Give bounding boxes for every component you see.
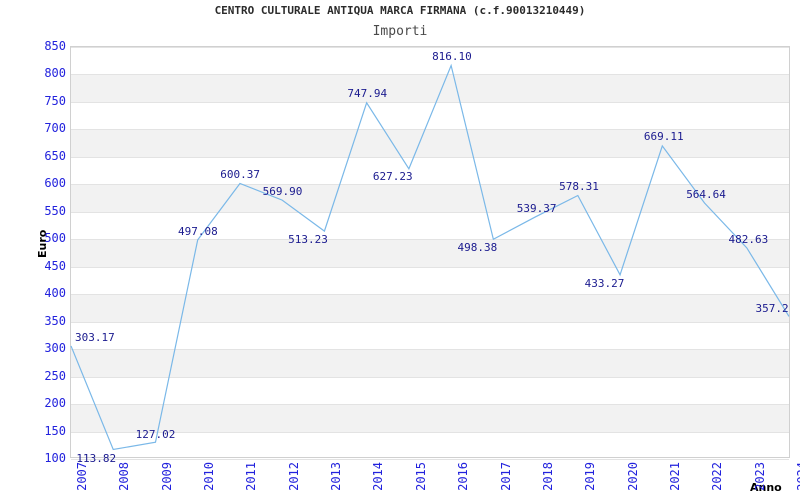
data-point-label: 600.37 (220, 168, 261, 182)
plot-area: 303.17 113.82 127.02 497.08 600.37 569.90 513.… (70, 46, 790, 465)
x-tick-label: 2023 (752, 462, 767, 491)
data-point-label: 433.27 (584, 276, 625, 290)
gridline (71, 129, 789, 130)
gridline (71, 239, 789, 240)
y-tick-label: 650 (44, 148, 66, 163)
y-tick-label: 800 (44, 66, 66, 81)
x-tick-label: 2009 (159, 462, 174, 491)
y-tick-label: 450 (44, 258, 66, 273)
gridline (71, 212, 789, 213)
data-point-label: 498.38 (457, 241, 498, 255)
data-point-label: 303.17 (75, 331, 115, 345)
x-tick-label: 2013 (329, 462, 344, 491)
background-band (71, 349, 789, 377)
y-tick-label: 600 (44, 176, 66, 191)
gridline (71, 322, 789, 323)
y-tick-label: 500 (44, 231, 66, 246)
background-band (71, 74, 789, 102)
y-tick-label: 200 (44, 396, 66, 411)
y-tick-label: 300 (44, 341, 66, 356)
x-axis-label: Anno (750, 481, 782, 494)
series-polyline (70, 63, 790, 451)
x-tick-label: 2014 (371, 462, 386, 491)
data-point-label: 669.11 (643, 130, 684, 144)
x-tick-label: 2018 (540, 462, 555, 491)
gridline (71, 267, 789, 268)
gridline (71, 294, 789, 295)
gridline (71, 349, 789, 350)
gridline (71, 404, 789, 405)
data-point-label: 497.08 (177, 224, 218, 238)
y-tick-label: 250 (44, 368, 66, 383)
background-band (71, 184, 789, 212)
data-point-label: 627.23 (372, 170, 413, 184)
x-tick-label: 2010 (202, 462, 217, 491)
data-point-label: 569.90 (262, 184, 303, 198)
data-point-label: 513.23 (288, 232, 328, 246)
gridline (71, 377, 789, 378)
x-tick-label: 2012 (286, 462, 301, 491)
x-tick-label: 2011 (244, 462, 259, 491)
y-tick-label: 400 (44, 286, 66, 301)
chart-title: CENTRO CULTURALE ANTIQUA MARCA FIRMANA (… (214, 4, 586, 17)
x-tick-label: 2019 (583, 462, 598, 491)
data-point-label: 747.94 (347, 87, 388, 101)
background-band (71, 239, 789, 267)
y-tick-label: 100 (44, 451, 66, 465)
series-line (70, 63, 790, 451)
background-band (71, 129, 789, 157)
x-tick-label: 2008 (117, 462, 132, 491)
x-tick-label: 2017 (498, 462, 513, 491)
y-tick-label: 700 (44, 121, 66, 136)
data-point-label: 816.10 (432, 49, 472, 63)
x-tick-label: 2007 (75, 462, 89, 491)
background-band (71, 404, 789, 432)
background-band (71, 294, 789, 322)
gridline (71, 47, 789, 48)
gridline (71, 157, 789, 158)
gridline (71, 74, 789, 75)
x-tick-label: 2022 (710, 462, 725, 491)
y-tick-label: 550 (44, 203, 66, 218)
y-tick-label: 850 (44, 39, 66, 53)
y-tick-label: 350 (44, 313, 66, 328)
x-tick-label: 2024 (795, 462, 800, 491)
y-tick-label: 150 (44, 423, 66, 438)
gridline (71, 459, 789, 460)
data-point-label: 564.64 (686, 187, 726, 201)
data-point-label: 539.37 (516, 201, 557, 215)
x-tick-label: 2015 (413, 462, 428, 491)
gridline (71, 102, 789, 103)
gridline (71, 184, 789, 185)
x-tick-label: 2016 (456, 462, 471, 491)
gridline (71, 432, 789, 433)
data-point-label: 357.2 (755, 301, 789, 315)
chart-subtitle: Importi (372, 24, 428, 39)
data-point-label: 482.63 (728, 232, 769, 246)
y-tick-label: 750 (44, 93, 66, 108)
data-point-label: 127.02 (135, 428, 176, 442)
x-tick-label: 2021 (667, 462, 682, 491)
data-point-label: 113.82 (76, 452, 117, 466)
x-tick-label: 2020 (625, 462, 640, 491)
data-point-label: 578.31 (559, 180, 599, 194)
